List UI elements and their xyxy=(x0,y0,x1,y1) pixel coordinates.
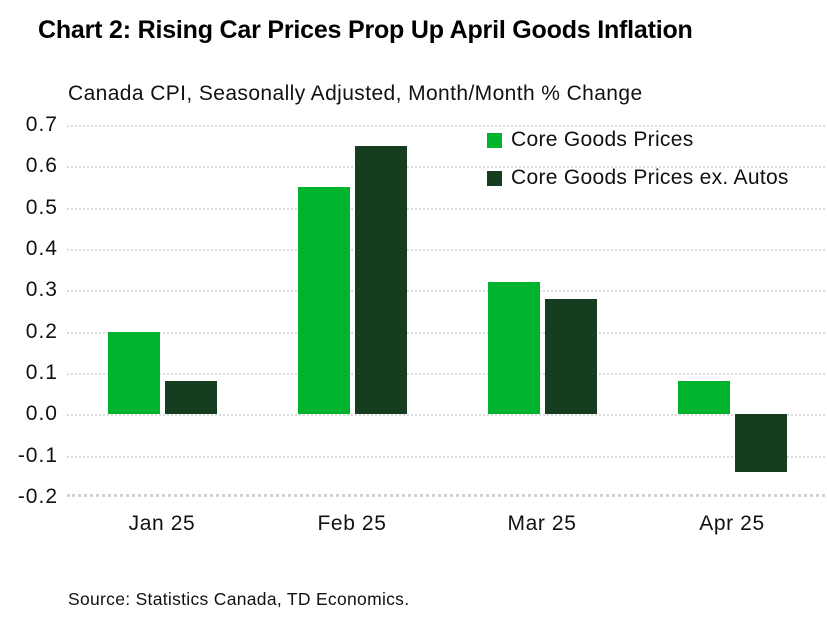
legend-swatch-core-goods-ex-autos-icon xyxy=(487,170,502,186)
bar-core-goods-jan-25 xyxy=(107,331,160,415)
source-note: Source: Statistics Canada, TD Economics. xyxy=(68,589,410,609)
y-axis-labels: 0.7 0.6 0.5 0.4 0.3 0.2 0.1 0.0 -0.1 -0.2 xyxy=(0,113,58,508)
y-tick-label: 0.7 xyxy=(25,113,58,136)
legend-label-core-goods: Core Goods Prices xyxy=(511,128,694,151)
gridline xyxy=(67,331,825,334)
x-tick-label: Jan 25 xyxy=(128,512,196,535)
gridline xyxy=(67,290,825,293)
gridline xyxy=(67,207,825,210)
legend-item-core-goods-ex-autos: Core Goods Prices ex. Autos xyxy=(487,166,789,190)
y-tick-label: 0.2 xyxy=(25,319,58,343)
gridline xyxy=(67,373,825,375)
legend: Core Goods Prices Core Goods Prices ex. … xyxy=(487,128,789,204)
legend-item-core-goods: Core Goods Prices xyxy=(487,128,789,152)
x-tick-label: Mar 25 xyxy=(507,512,577,535)
y-tick-label: -0.2 xyxy=(17,485,58,508)
gridline xyxy=(67,249,825,251)
gridline xyxy=(67,166,825,169)
bar-core-goods-ex-autos-mar-25 xyxy=(544,298,597,415)
bar-core-goods-ex-autos-apr-25 xyxy=(734,414,787,473)
bar-core-goods-mar-25 xyxy=(487,282,540,415)
y-tick-label: 0.4 xyxy=(25,237,58,260)
bar-core-goods-apr-25 xyxy=(677,381,730,415)
y-tick-label: 0.3 xyxy=(25,278,58,302)
y-tick-label: 0.6 xyxy=(25,154,58,178)
bar-core-goods-ex-autos-jan-25 xyxy=(164,381,217,415)
chart-subtitle: Canada CPI, Seasonally Adjusted, Month/M… xyxy=(68,82,643,105)
gridline xyxy=(67,414,825,417)
gridline xyxy=(67,455,825,458)
x-tick-label: Apr 25 xyxy=(699,512,765,535)
x-tick-label: Feb 25 xyxy=(317,512,387,535)
bar-core-goods-feb-25 xyxy=(297,187,350,415)
plot-area: Core Goods Prices Core Goods Prices ex. … xyxy=(67,125,825,497)
y-tick-label: -0.1 xyxy=(17,443,58,467)
chart-title: Chart 2: Rising Car Prices Prop Up April… xyxy=(38,16,693,44)
bar-core-goods-ex-autos-feb-25 xyxy=(354,145,407,415)
y-tick-label: 0.0 xyxy=(25,402,58,426)
y-tick-label: 0.1 xyxy=(25,361,58,384)
x-axis-labels: Jan 25 Feb 25 Mar 25 Apr 25 xyxy=(67,512,825,542)
legend-swatch-core-goods-icon xyxy=(487,132,502,148)
legend-label-core-goods-ex-autos: Core Goods Prices ex. Autos xyxy=(511,166,789,189)
y-tick-label: 0.5 xyxy=(25,195,58,219)
gridline xyxy=(67,125,825,127)
